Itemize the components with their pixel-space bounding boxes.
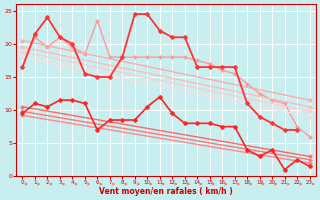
X-axis label: Vent moyen/en rafales ( km/h ): Vent moyen/en rafales ( km/h ): [99, 187, 233, 196]
